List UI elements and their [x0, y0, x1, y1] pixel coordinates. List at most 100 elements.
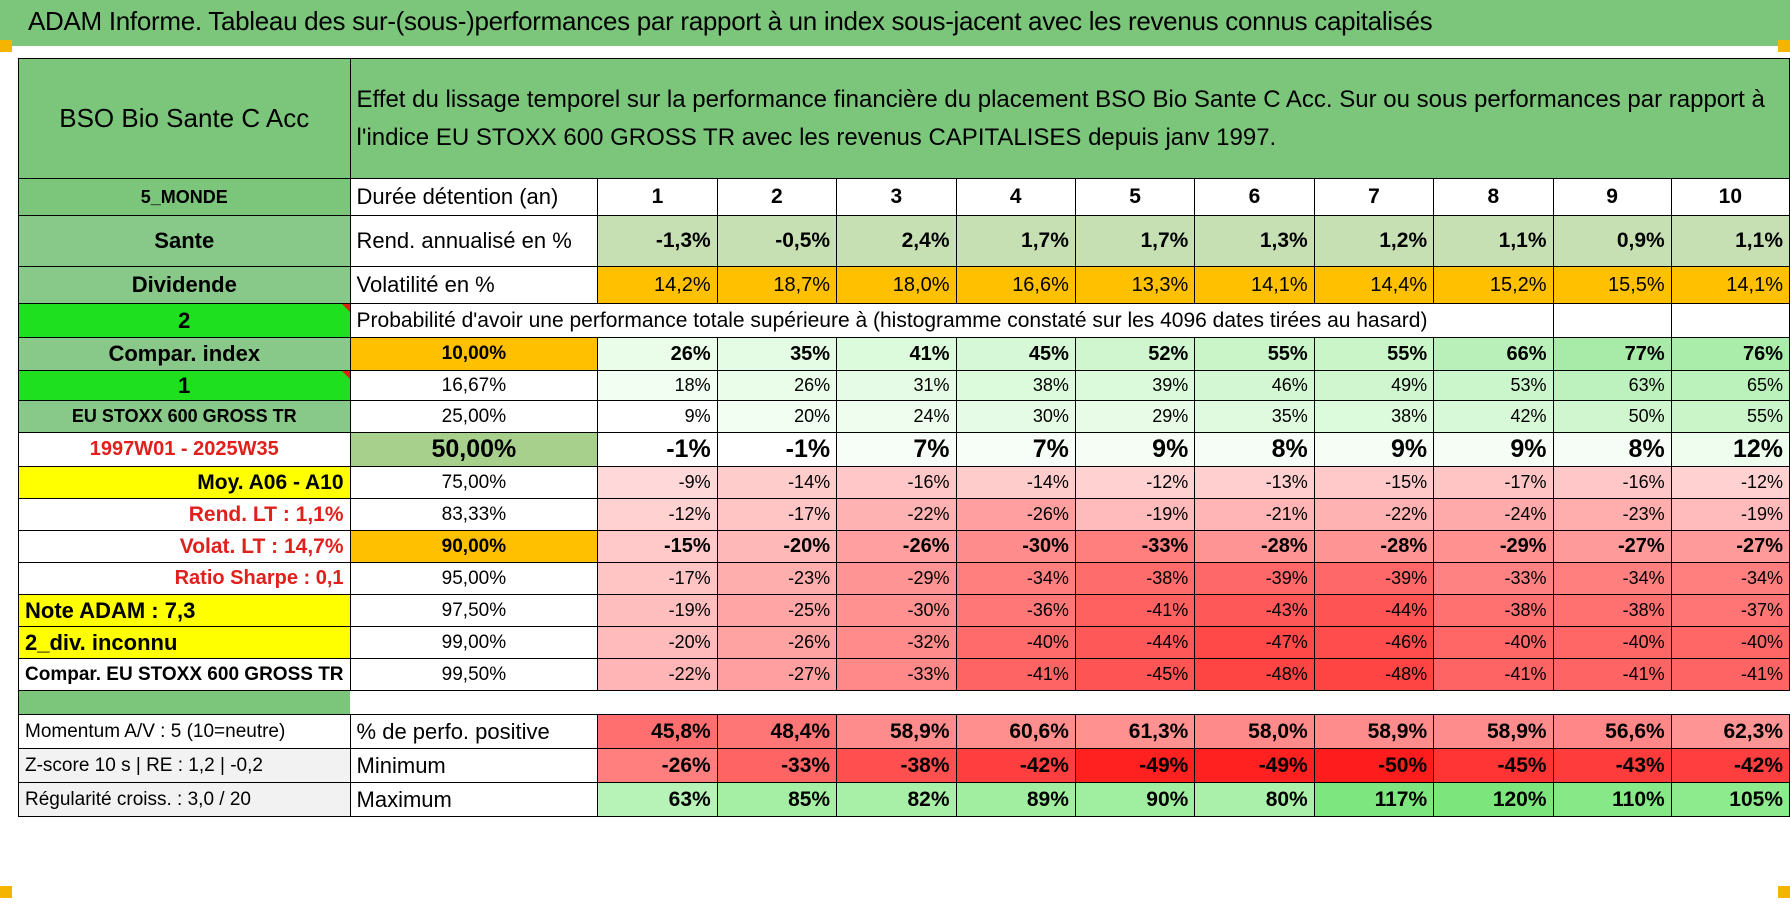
quantile-value-cell[interactable]: -41% — [1433, 658, 1554, 691]
quantile-value-cell[interactable]: 31% — [836, 370, 957, 401]
quantile-value-cell[interactable]: -14% — [955, 466, 1076, 499]
quantile-value-cell[interactable]: -12% — [1670, 466, 1790, 499]
quantile-value-cell[interactable]: 41% — [836, 337, 957, 371]
vol-value-cell[interactable]: 16,6% — [955, 266, 1076, 304]
quantile-value-cell[interactable]: 7% — [955, 432, 1076, 467]
vol-value-cell[interactable]: 14,1% — [1194, 266, 1315, 304]
quantile-value-cell[interactable]: 9% — [1313, 432, 1435, 467]
quantile-value-cell[interactable]: 8% — [1194, 432, 1315, 467]
quantile-value-cell[interactable]: -30% — [955, 530, 1076, 563]
rend-value-cell[interactable]: 1,2% — [1313, 215, 1435, 267]
quantile-value-cell[interactable]: -16% — [836, 466, 957, 499]
year-header-cell[interactable]: 8 — [1433, 178, 1554, 216]
min-value-cell[interactable]: -49% — [1074, 748, 1196, 783]
quantile-value-cell[interactable]: -29% — [1433, 530, 1554, 563]
quantile-value-cell[interactable]: 77% — [1552, 337, 1672, 371]
max-value-cell[interactable]: 80% — [1194, 782, 1315, 817]
quantile-value-cell[interactable]: -33% — [1074, 530, 1196, 563]
min-value-cell[interactable]: -42% — [1670, 748, 1790, 783]
quantile-value-cell[interactable]: -22% — [836, 498, 957, 531]
quantile-value-cell[interactable]: -19% — [1670, 498, 1790, 531]
selector-1-cell[interactable]: 1 — [18, 370, 351, 401]
quantile-value-cell[interactable]: -12% — [1074, 466, 1196, 499]
quantile-value-cell[interactable]: 46% — [1194, 370, 1315, 401]
sector-cell[interactable]: Sante — [18, 215, 351, 267]
momentum-cell[interactable]: Momentum A/V : 5 (10=neutre) — [18, 714, 351, 749]
year-header-cell[interactable]: 1 — [597, 178, 718, 216]
quantile-level-cell[interactable]: 75,00% — [349, 466, 599, 499]
year-header-cell[interactable]: 2 — [716, 178, 838, 216]
min-value-cell[interactable]: -42% — [955, 748, 1076, 783]
quantile-value-cell[interactable]: -17% — [597, 562, 718, 595]
max-value-cell[interactable]: 90% — [1074, 782, 1196, 817]
max-value-cell[interactable]: 85% — [716, 782, 838, 817]
vol-value-cell[interactable]: 14,2% — [597, 266, 718, 304]
vol-header[interactable]: Volatilité en % — [349, 266, 599, 304]
quantile-value-cell[interactable]: 76% — [1670, 337, 1790, 371]
vol-value-cell[interactable]: 15,5% — [1552, 266, 1672, 304]
quantile-level-cell[interactable]: 50,00% — [349, 432, 599, 467]
quantile-value-cell[interactable]: -15% — [1313, 466, 1435, 499]
min-value-cell[interactable]: -26% — [597, 748, 718, 783]
max-value-cell[interactable]: 110% — [1552, 782, 1672, 817]
quantile-value-cell[interactable]: -36% — [955, 594, 1076, 627]
vol-value-cell[interactable]: 13,3% — [1074, 266, 1196, 304]
pos-value-cell[interactable]: 56,6% — [1552, 714, 1672, 749]
note-label[interactable]: Note ADAM : 7,3 — [18, 594, 351, 627]
quantile-value-cell[interactable]: 30% — [955, 400, 1076, 433]
quantile-value-cell[interactable]: 26% — [597, 337, 718, 371]
quantile-level-cell[interactable]: 16,67% — [349, 370, 599, 401]
income-cell[interactable]: Dividende — [18, 266, 351, 304]
max-value-cell[interactable]: 82% — [836, 782, 957, 817]
quantile-value-cell[interactable]: -17% — [1433, 466, 1554, 499]
max-value-cell[interactable]: 120% — [1433, 782, 1554, 817]
min-value-cell[interactable]: -50% — [1313, 748, 1435, 783]
year-header-cell[interactable]: 3 — [836, 178, 957, 216]
quantile-value-cell[interactable]: -39% — [1313, 562, 1435, 595]
quantile-value-cell[interactable]: 50% — [1552, 400, 1672, 433]
vol-value-cell[interactable]: 15,2% — [1433, 266, 1554, 304]
quantile-value-cell[interactable]: 35% — [716, 337, 838, 371]
quantile-value-cell[interactable]: 45% — [955, 337, 1076, 371]
quantile-value-cell[interactable]: -37% — [1670, 594, 1790, 627]
rend-header[interactable]: Rend. annualisé en % — [349, 215, 599, 267]
quantile-value-cell[interactable]: -1% — [597, 432, 718, 467]
quantile-value-cell[interactable]: -29% — [836, 562, 957, 595]
quantile-value-cell[interactable]: -20% — [597, 626, 718, 659]
quantile-value-cell[interactable]: -41% — [1670, 658, 1790, 691]
min-header[interactable]: Minimum — [349, 748, 599, 783]
quantile-value-cell[interactable]: 52% — [1074, 337, 1196, 371]
rend-value-cell[interactable]: 1,1% — [1670, 215, 1790, 267]
quantile-value-cell[interactable]: 29% — [1074, 400, 1196, 433]
quantile-value-cell[interactable]: -19% — [1074, 498, 1196, 531]
compar-index-label[interactable]: Compar. index — [18, 337, 351, 371]
rend-value-cell[interactable]: 1,1% — [1433, 215, 1554, 267]
zscore-cell[interactable]: Z-score 10 s | RE : 1,2 | -0,2 — [18, 748, 351, 783]
year-header-cell[interactable]: 9 — [1552, 178, 1672, 216]
quantile-level-cell[interactable]: 90,00% — [349, 530, 599, 563]
quantile-value-cell[interactable]: -41% — [1552, 658, 1672, 691]
pos-header[interactable]: % de perfo. positive — [349, 714, 599, 749]
quantile-value-cell[interactable]: -41% — [955, 658, 1076, 691]
quantile-value-cell[interactable]: 20% — [716, 400, 838, 433]
rend-value-cell[interactable]: 1,7% — [1074, 215, 1196, 267]
quantile-level-cell[interactable]: 83,33% — [349, 498, 599, 531]
pos-value-cell[interactable]: 58,9% — [1433, 714, 1554, 749]
quantile-value-cell[interactable]: 53% — [1433, 370, 1554, 401]
min-value-cell[interactable]: -38% — [836, 748, 957, 783]
quantile-value-cell[interactable]: -48% — [1313, 658, 1435, 691]
min-value-cell[interactable]: -33% — [716, 748, 838, 783]
max-value-cell[interactable]: 89% — [955, 782, 1076, 817]
vol-value-cell[interactable]: 14,1% — [1670, 266, 1790, 304]
quantile-value-cell[interactable]: -19% — [597, 594, 718, 627]
min-value-cell[interactable]: -45% — [1433, 748, 1554, 783]
min-value-cell[interactable]: -43% — [1552, 748, 1672, 783]
vol-value-cell[interactable]: 18,7% — [716, 266, 838, 304]
quantile-value-cell[interactable]: -1% — [716, 432, 838, 467]
quantile-value-cell[interactable]: 35% — [1194, 400, 1315, 433]
fund-name-cell[interactable]: BSO Bio Sante C Acc — [18, 58, 351, 179]
proba-header[interactable]: Probabilité d'avoir une performance tota… — [349, 303, 1554, 338]
rend-value-cell[interactable]: 2,4% — [836, 215, 957, 267]
quantile-value-cell[interactable]: 24% — [836, 400, 957, 433]
quantile-value-cell[interactable]: -17% — [716, 498, 838, 531]
